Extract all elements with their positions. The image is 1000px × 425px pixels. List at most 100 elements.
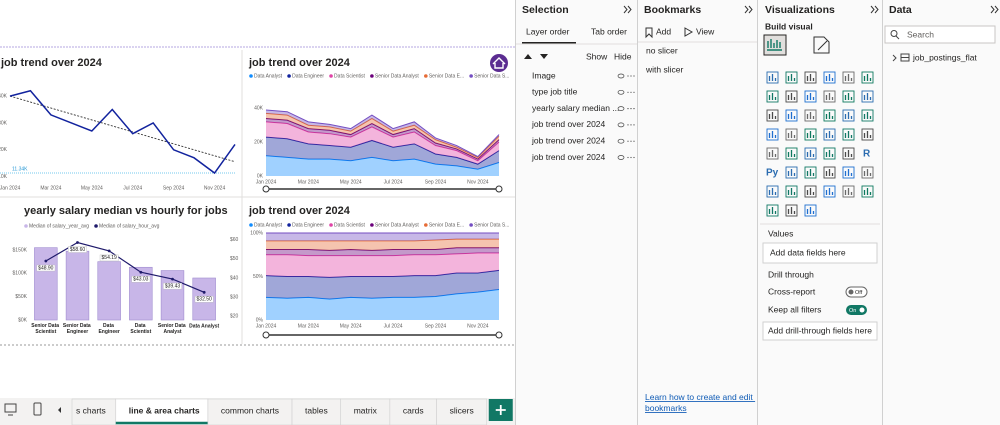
visual-type-icon[interactable] (785, 90, 798, 103)
visual-type-icon[interactable] (804, 128, 817, 141)
more-options[interactable] (627, 108, 629, 110)
visibility-icon[interactable] (617, 89, 625, 95)
page-tab[interactable] (115, 398, 209, 425)
visual-type-icon[interactable] (766, 90, 779, 103)
page-tab-label[interactable]: line & area charts (129, 405, 200, 415)
more-options[interactable] (633, 91, 635, 93)
visual-type-icon[interactable] (823, 166, 836, 179)
add-label[interactable]: Add (656, 26, 671, 36)
visual[interactable]: job trend over 2024 Data Analyst Data Engi… (248, 57, 509, 185)
view-bookmark[interactable]: View (684, 26, 715, 37)
move-layer-buttons[interactable] (524, 54, 548, 59)
previous-page-button[interactable] (58, 407, 61, 413)
show-all[interactable]: Show (586, 51, 608, 61)
mobile-view-button[interactable] (33, 402, 42, 416)
page-tab[interactable] (340, 398, 391, 425)
layer-item[interactable]: job trend over 2024 (531, 135, 606, 145)
table-name[interactable]: job_postings_flat (912, 52, 977, 62)
visual-type-icon[interactable] (785, 109, 798, 122)
visual-type-icon[interactable] (804, 90, 817, 103)
collapse-button[interactable] (870, 5, 879, 14)
visual-type-icon[interactable] (785, 71, 798, 84)
more-options[interactable] (633, 75, 635, 77)
visual-type-icon[interactable] (804, 204, 817, 217)
page-tab-label[interactable]: slicers (450, 405, 474, 415)
format-visual-button[interactable] (813, 36, 830, 54)
visual-type-icon[interactable] (785, 147, 798, 160)
visual-type-icon[interactable] (861, 185, 874, 198)
visual-type-icon[interactable] (766, 128, 779, 141)
visual-type-icon[interactable] (823, 71, 836, 84)
visual-type-icon[interactable] (842, 185, 855, 198)
more-options[interactable] (630, 108, 632, 110)
cross-report-toggle[interactable] (845, 286, 868, 298)
hide-all[interactable]: Hide (614, 51, 632, 61)
drill-well[interactable] (762, 321, 878, 341)
visual-type-icon[interactable] (785, 166, 798, 179)
help-link[interactable]: Learn how to create and edit bookmarks (645, 392, 755, 413)
more-options[interactable] (630, 140, 632, 142)
visual-type-icon[interactable] (804, 71, 817, 84)
visual-type-icon[interactable] (823, 147, 836, 160)
more-options[interactable] (633, 108, 635, 110)
visual-type-icon[interactable] (823, 185, 836, 198)
more-options[interactable] (633, 140, 635, 142)
page-tab-label[interactable]: tables (305, 405, 328, 415)
page-tab-label[interactable]: s charts (76, 405, 106, 415)
visibility-icon[interactable] (617, 122, 625, 128)
collapse-button[interactable] (990, 5, 999, 14)
visual-type-icon[interactable] (842, 71, 855, 84)
visual-type-icon[interactable] (785, 185, 798, 198)
more-options[interactable] (630, 156, 632, 159)
visual-type-icon[interactable] (842, 90, 855, 103)
r-visual[interactable]: R (863, 149, 871, 160)
visual-type-icon[interactable] (785, 204, 798, 217)
more-options[interactable] (630, 91, 632, 93)
visibility-icon[interactable] (617, 138, 625, 144)
slider[interactable] (262, 331, 503, 339)
slider[interactable] (262, 185, 503, 193)
more-options[interactable] (633, 124, 635, 126)
more-options[interactable] (627, 140, 629, 142)
layer-item[interactable]: job trend over 2024 (531, 152, 606, 162)
page-tab-label[interactable]: matrix (354, 405, 378, 415)
layer-item[interactable]: yearly salary median ... (532, 103, 619, 113)
visual-type-icon[interactable] (804, 147, 817, 160)
visual[interactable]: yearly salary median vs hourly for jobs M… (13, 205, 239, 335)
visual-type-icon[interactable] (861, 90, 874, 103)
visual[interactable]: job trend over 2024 Data Analyst Data Engi… (248, 205, 509, 329)
layer-item[interactable]: type job title (532, 87, 578, 97)
python-visual[interactable]: Py (766, 168, 779, 179)
build-visual-button[interactable] (763, 34, 787, 56)
visual-type-icon[interactable] (804, 109, 817, 122)
page-tab-label[interactable]: cards (403, 405, 424, 415)
add-bookmark[interactable]: Add (645, 26, 671, 39)
tab-order[interactable]: Tab order (591, 26, 627, 36)
keep-filters-toggle[interactable] (846, 305, 867, 315)
more-options[interactable] (627, 156, 629, 159)
layer-item[interactable]: job trend over 2024 (531, 119, 606, 129)
visual-type-icon[interactable] (842, 128, 855, 141)
more-options[interactable] (627, 124, 629, 126)
visual-type-icon[interactable] (766, 185, 779, 198)
collapse-button[interactable] (744, 5, 753, 14)
visual-type-icon[interactable] (861, 71, 874, 84)
view-label[interactable]: View (696, 26, 715, 36)
search-box[interactable] (884, 25, 996, 44)
bookmark-item[interactable]: with slicer (645, 64, 683, 74)
visual-type-icon[interactable] (823, 128, 836, 141)
page-tab[interactable] (71, 398, 117, 425)
visual-type-icon[interactable] (842, 109, 855, 122)
more-options[interactable] (627, 75, 629, 77)
visual-type-icon[interactable] (842, 147, 855, 160)
home-button[interactable] (490, 54, 508, 72)
expand-chevron[interactable] (892, 54, 897, 62)
values-well[interactable] (762, 242, 878, 264)
page-tab[interactable] (389, 398, 437, 425)
page-tab[interactable] (436, 398, 488, 425)
collapse-button[interactable] (623, 5, 632, 14)
visibility-icon[interactable] (617, 73, 625, 79)
visibility-icon[interactable] (617, 106, 625, 111)
visual-type-icon[interactable] (766, 204, 779, 217)
more-options[interactable] (630, 124, 632, 126)
